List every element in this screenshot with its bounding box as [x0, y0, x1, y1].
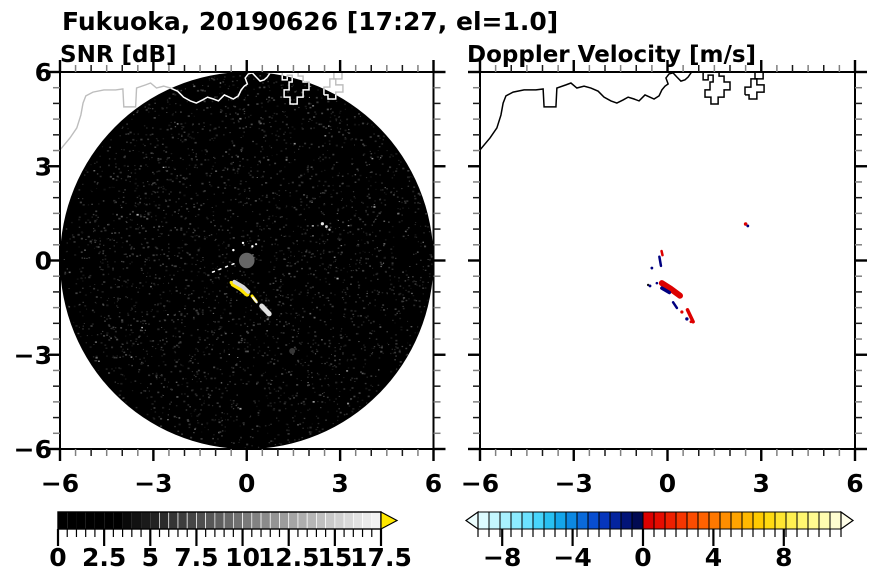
velocity-colorbar-label: 0 — [634, 543, 651, 570]
x-tick-label: −3 — [555, 469, 593, 498]
x-tick-label: −6 — [461, 469, 499, 498]
x-tick-label: −6 — [41, 469, 79, 498]
x-tick-label: 6 — [846, 469, 863, 498]
vel-panel-title: Doppler Velocity [m/s] — [467, 42, 756, 68]
x-tick-label: −3 — [134, 469, 172, 498]
axes-ticks-labels: −6 −3 0 3 6 6 3 0 −3 −6 −6 −3 0 3 6 — [14, 58, 867, 498]
snr-colorbar-label: 2.5 — [82, 543, 126, 570]
figure-title: Fukuoka, 20190626 [17:27, el=1.0] — [62, 7, 558, 36]
y-tick-label: −3 — [14, 341, 52, 370]
x-tick-label: 0 — [659, 469, 676, 498]
velocity-colorbar-label: −4 — [553, 543, 591, 570]
y-tick-label: 0 — [35, 247, 52, 276]
velocity-colorbar-under-arrow — [464, 510, 479, 531]
snr-colorbar-overflow-arrow — [380, 511, 399, 530]
snr-colorbar-label: 17.5 — [350, 543, 412, 570]
x-tick-label: 3 — [331, 469, 348, 498]
x-tick-label: 0 — [238, 469, 255, 498]
radar-center-blind-disk — [238, 252, 255, 269]
snr-colorbar-label: 7.5 — [174, 543, 218, 570]
velocity-colorbar-label: 8 — [775, 543, 792, 570]
snr-colorbar-label: 10 — [225, 543, 260, 570]
snr-panel-title: SNR [dB] — [60, 42, 177, 68]
y-tick-label: −6 — [14, 435, 52, 464]
snr-noise-speckle — [63, 75, 434, 449]
velocity-colorbar-label: −8 — [483, 543, 521, 570]
velocity-colorbar: −8 −4 0 4 8 — [464, 510, 855, 570]
velocity-echoes — [646, 222, 750, 324]
snr-colorbar-label: 12.5 — [258, 543, 320, 570]
x-tick-label: 3 — [753, 469, 770, 498]
snr-colorbar-label: 0 — [49, 543, 66, 570]
snr-colorbar-label: 15 — [317, 543, 352, 570]
snr-panel — [60, 72, 434, 449]
velocity-panel — [480, 72, 855, 449]
y-tick-label: 3 — [35, 152, 52, 181]
snr-colorbar-label: 5 — [142, 543, 159, 570]
velocity-colorbar-label: 4 — [705, 543, 722, 570]
snr-echoes — [211, 222, 331, 354]
x-tick-label: 6 — [425, 469, 442, 498]
velocity-colorbar-over-arrow — [840, 510, 855, 531]
y-tick-label: 6 — [35, 58, 52, 87]
